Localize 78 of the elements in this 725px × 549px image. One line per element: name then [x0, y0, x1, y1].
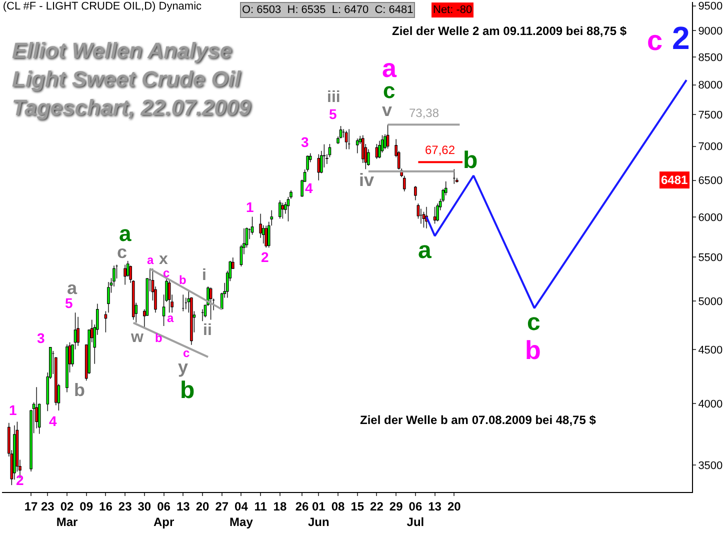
- x-tick-label: 23: [118, 499, 132, 514]
- annotation: c: [163, 266, 170, 280]
- x-tick-label: 04 May: [230, 499, 254, 529]
- chart-title: (CL #F - LIGHT CRUDE OIL,D) Dynamic: [2, 0, 202, 12]
- y-tick-label: 7000: [698, 141, 723, 154]
- annotation: 2: [672, 20, 690, 56]
- y-tick-label: 4000: [698, 398, 723, 410]
- x-tick-label: 16: [99, 499, 113, 514]
- annotation: 3: [37, 330, 45, 346]
- annotation: y: [178, 357, 188, 377]
- x-tick-label: 18: [273, 499, 287, 514]
- annotation: a: [167, 311, 174, 325]
- annotation: a: [147, 253, 154, 267]
- y-tick-label: 8500: [698, 52, 723, 64]
- y-tick-label: 3500: [698, 460, 723, 472]
- y-tick-label: 9000: [698, 26, 723, 38]
- x-tick-label: 13: [176, 499, 190, 514]
- annotation: c: [647, 25, 663, 56]
- annotation: b: [463, 147, 478, 174]
- annotation: b: [179, 273, 186, 287]
- annotation: 5: [65, 295, 73, 311]
- y-tick-label: 9500: [698, 0, 723, 13]
- x-tick-label: 06 Jul: [406, 499, 424, 529]
- x-tick-label: 26: [295, 499, 310, 514]
- series-label: 73,38: [409, 106, 440, 120]
- annotation: iv: [359, 170, 374, 190]
- x-tick-label: 08: [331, 499, 346, 514]
- annotation: i: [202, 267, 206, 284]
- annotation: O: 6503 H: 6535 L: 6470 C: 6481: [242, 4, 414, 16]
- annotation: b: [74, 380, 85, 400]
- series-label: 67,62: [425, 143, 456, 157]
- annotation: Net: -80: [433, 4, 472, 16]
- x-tick-label: 13: [428, 499, 442, 514]
- x-tick-label: 02 Mar: [56, 499, 78, 529]
- annotation: 4: [305, 180, 313, 196]
- x-tick-label: 23: [40, 499, 55, 514]
- annotation: ii: [203, 322, 212, 339]
- x-tick-label: 17: [24, 499, 38, 514]
- x-tick-label: 11: [254, 499, 268, 514]
- annotation: iii: [327, 89, 340, 106]
- x-tick-label: 06 Apr: [153, 499, 174, 529]
- annotation: x: [159, 251, 168, 268]
- annotation: 3: [301, 134, 309, 150]
- y-tick-label: 7500: [698, 109, 723, 122]
- y-tick-label: 6500: [698, 175, 723, 188]
- annotation: a: [418, 237, 432, 264]
- y-tick-label: 6000: [698, 212, 723, 224]
- annotation: 4: [49, 413, 57, 429]
- annotation: 2: [16, 472, 24, 488]
- annotation: 1: [9, 402, 17, 418]
- annotation: b: [180, 377, 195, 404]
- annotation: 2: [261, 249, 269, 265]
- annotation: w: [130, 329, 144, 346]
- y-tick-label: 8000: [698, 80, 723, 92]
- x-tick-label: 01 Jun: [308, 499, 330, 529]
- annotation: c: [183, 346, 190, 360]
- annotation: 5: [329, 106, 337, 122]
- y-tick-label: 5500: [698, 252, 723, 264]
- x-tick-label: 30: [138, 499, 152, 514]
- x-tick-label: 09: [80, 499, 94, 514]
- x-tick-label: 15: [350, 499, 364, 514]
- annotation: b: [155, 331, 162, 345]
- annotation: a: [67, 278, 78, 298]
- annotation: Ziel der Welle b am 07.08.2009 bei 48,75 $: [360, 413, 596, 427]
- x-tick-label: 22: [370, 499, 384, 514]
- annotation: b: [525, 335, 541, 365]
- x-tick-label: 27: [215, 499, 229, 514]
- annotation: 6481: [661, 173, 688, 187]
- annotation: 1: [246, 199, 254, 215]
- text: Elliot Wellen Analyse Light Sweet Crude Oil Tageschart, 22.07.2009: [12, 38, 252, 120]
- x-tick-label: 20: [196, 499, 210, 514]
- annotation: c: [527, 309, 540, 336]
- x-tick-label: 29: [389, 499, 404, 514]
- annotation: Ziel der Welle 2 am 09.11.2009 bei 88,75 $: [392, 24, 627, 38]
- y-tick-label: 5000: [698, 296, 723, 308]
- x-tick-label: 20: [447, 499, 462, 514]
- y-tick-label: 4500: [698, 344, 723, 356]
- annotation: v: [382, 100, 392, 120]
